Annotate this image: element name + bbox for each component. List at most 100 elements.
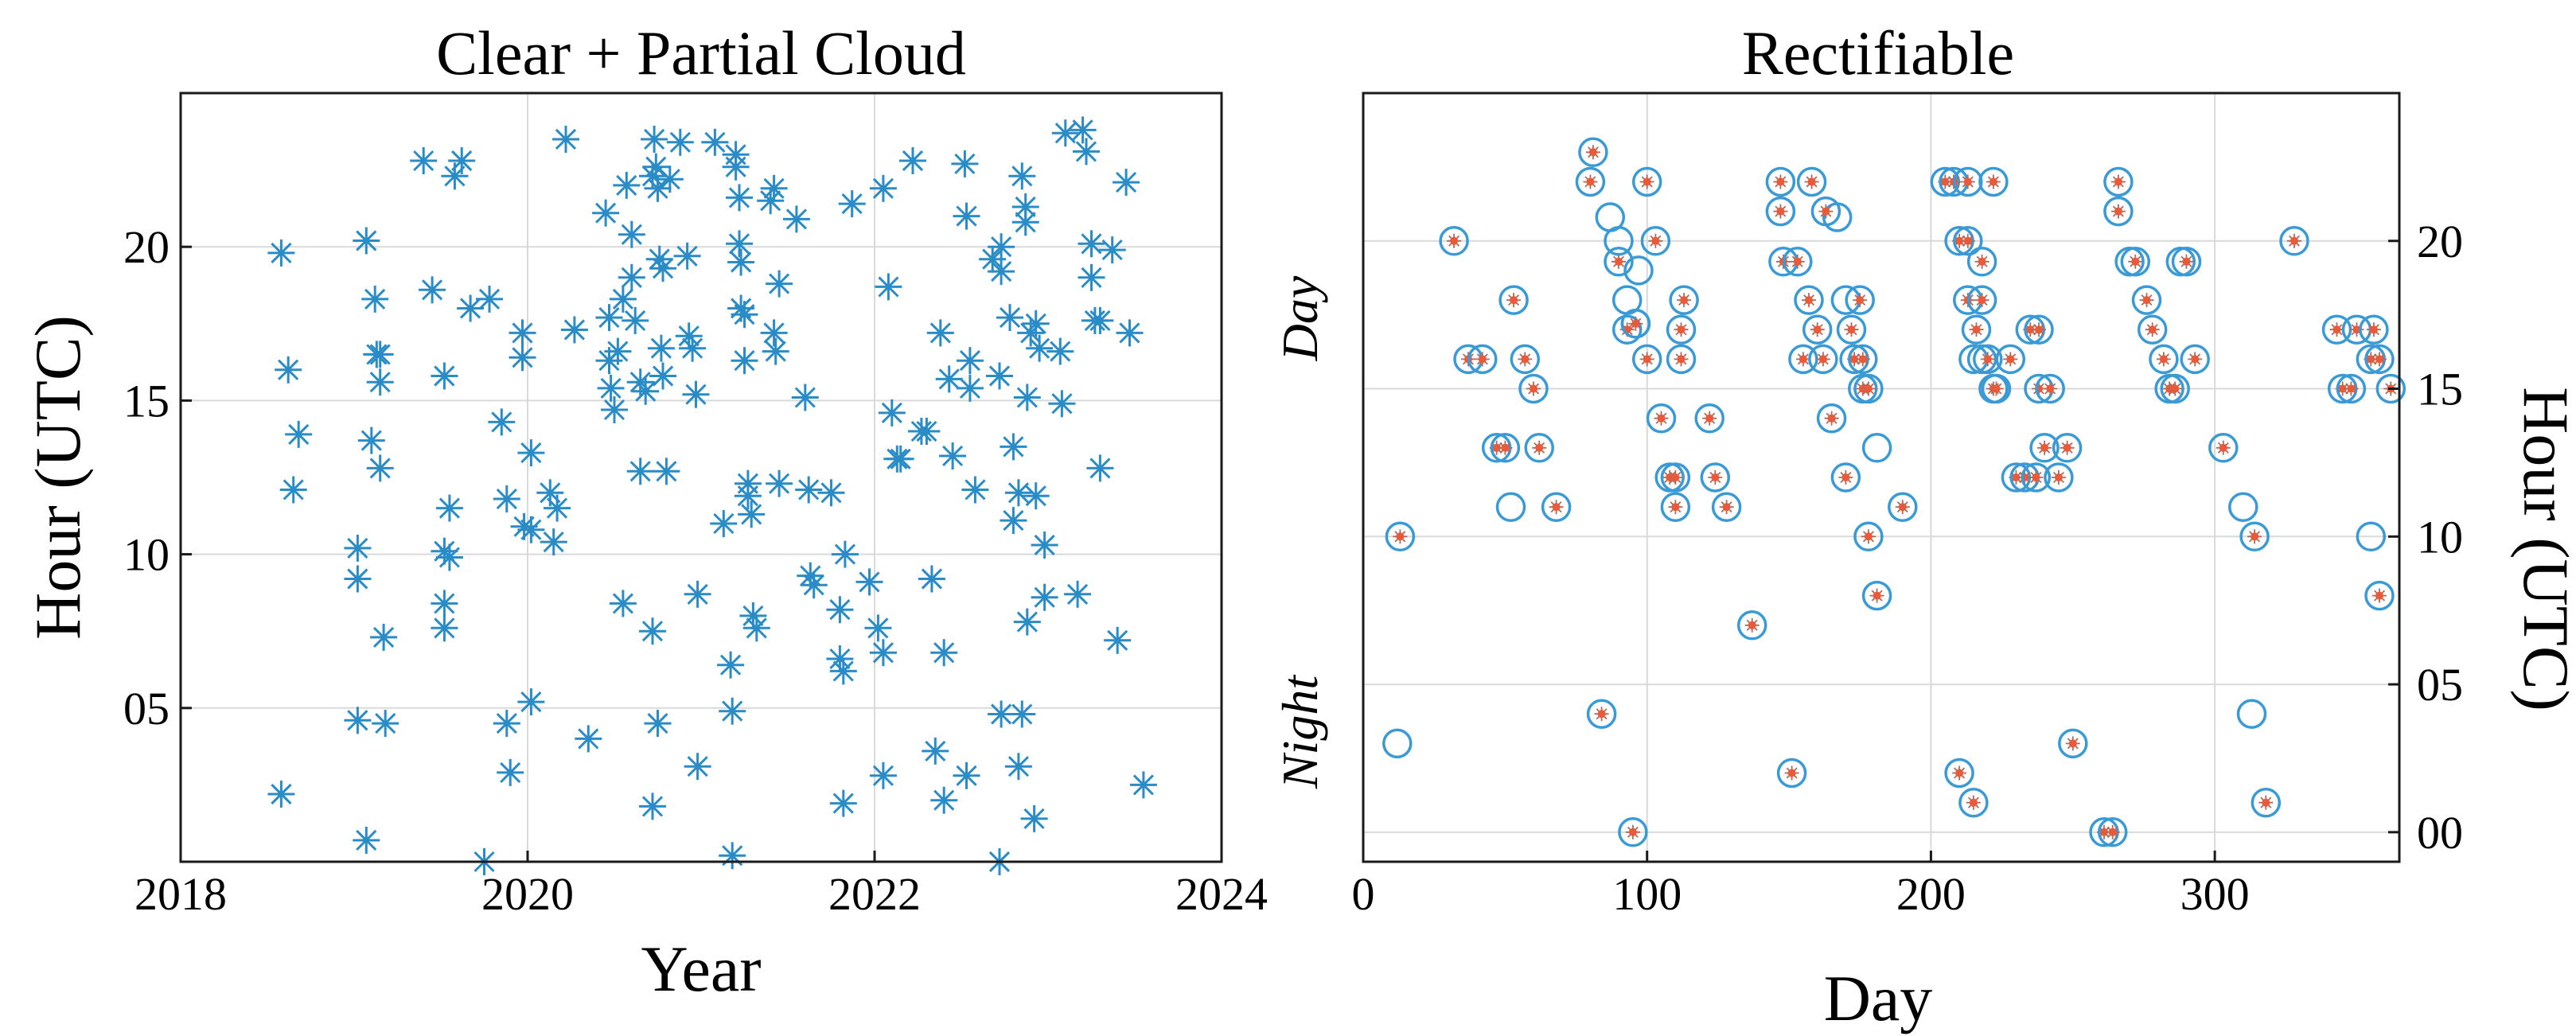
data-point-asterisk (996, 304, 1023, 332)
data-point-asterisk (639, 617, 666, 645)
y-tick-label: 15 (2417, 364, 2463, 415)
data-point-circle (2236, 699, 2267, 729)
data-point-circle-dot (2359, 314, 2389, 345)
data-point-asterisk (675, 322, 703, 350)
data-point-asterisk (435, 494, 463, 522)
data-point-asterisk (1011, 193, 1039, 220)
data-point-asterisk (673, 242, 701, 270)
data-point-asterisk (275, 356, 302, 384)
data-point-asterisk (609, 285, 637, 313)
data-point-circle (1623, 255, 1654, 286)
data-point-asterisk (372, 710, 399, 738)
data-point-asterisk (370, 623, 398, 651)
x-tick-label: 0 (1352, 868, 1375, 920)
data-point-circle-dot (2131, 285, 2162, 315)
data-point-asterisk (344, 707, 372, 734)
data-point-asterisk (722, 153, 750, 181)
data-point-circle-dot (1510, 344, 1541, 375)
data-point-asterisk (626, 458, 654, 485)
data-point-asterisk (684, 753, 711, 781)
data-point-circle-dot (1848, 344, 1878, 375)
x-tick-label: 200 (1896, 868, 1966, 920)
data-point-asterisk (930, 786, 958, 814)
data-point-asterisk (1013, 384, 1041, 411)
data-point-asterisk (353, 827, 380, 854)
data-point-circle-dot (1578, 137, 1608, 168)
data-point-asterisk (918, 565, 945, 593)
data-point-asterisk (878, 399, 906, 426)
data-point-circle-dot (1794, 285, 1824, 315)
data-point-circle-dot (1604, 247, 1634, 277)
data-point-asterisk (961, 476, 989, 504)
data-point-circle-dot (1978, 166, 2009, 197)
data-point-asterisk (887, 445, 914, 473)
data-point-asterisk (656, 166, 684, 193)
data-point-asterisk (344, 565, 372, 593)
data-point-asterisk (864, 614, 892, 642)
data-point-asterisk (679, 334, 707, 362)
left-chart-frame (179, 92, 1223, 863)
data-point-circle-dot (1541, 492, 1572, 522)
data-point-asterisk (517, 516, 545, 543)
data-point-asterisk (760, 174, 788, 202)
data-point-asterisk (795, 476, 823, 504)
data-point-asterisk (956, 347, 984, 375)
data-point-asterisk (1031, 532, 1058, 559)
data-point-asterisk (930, 639, 958, 667)
data-point-asterisk (1086, 454, 1114, 482)
data-point-asterisk (1069, 116, 1097, 144)
data-point-asterisk (609, 590, 637, 617)
data-point-circle-dot (1711, 492, 1742, 522)
left-chart-points (267, 116, 1157, 875)
data-point-asterisk (869, 761, 897, 789)
data-point-asterisk (800, 571, 828, 599)
data-point-circle-dot (1961, 314, 1992, 345)
data-point-asterisk (601, 396, 628, 423)
data-point-asterisk (766, 469, 793, 497)
data-point-circle-dot (2029, 433, 2060, 463)
data-point-asterisk (353, 227, 380, 255)
data-point-circle-dot (2251, 787, 2282, 818)
y-tick-label: 00 (2417, 807, 2463, 859)
data-point-circle-dot (1765, 196, 1796, 227)
data-point-asterisk (817, 479, 845, 507)
data-point-asterisk (1086, 306, 1114, 334)
data-point-circle-dot (1966, 285, 1997, 315)
data-point-asterisk (922, 737, 949, 765)
right-chart-ylabel: Hour (UTC) (2510, 387, 2576, 711)
data-point-asterisk (727, 248, 755, 276)
data-point-circle-dot (2120, 247, 2151, 277)
data-point-asterisk (357, 426, 385, 454)
data-point-circle (2228, 492, 2258, 522)
data-point-asterisk (760, 319, 788, 347)
data-point-asterisk (766, 270, 793, 298)
data-point-asterisk (1078, 230, 1105, 258)
data-point-circle-dot (1995, 344, 2026, 375)
data-point-asterisk (509, 319, 536, 347)
data-point-asterisk (618, 263, 645, 291)
data-point-asterisk (831, 540, 859, 568)
data-point-circle-dot (2171, 247, 2202, 277)
y-tick-label: 20 (2417, 216, 2463, 267)
left-chart-ticks: 2018 2020 2022 2024 05 10 15 20 (123, 221, 1268, 920)
y-tick-label: 05 (123, 683, 170, 734)
data-point-asterisk (734, 482, 762, 510)
data-point-circle-dot (1666, 344, 1697, 375)
data-point-circle-dot (1518, 373, 1549, 404)
data-point-circle-dot (2044, 462, 2074, 493)
data-point-asterisk (361, 285, 389, 313)
data-point-asterisk (682, 380, 710, 408)
data-point-asterisk (517, 439, 545, 467)
data-point-circle-dot (1808, 344, 1838, 375)
data-point-asterisk (988, 233, 1015, 261)
data-point-circle-dot (2021, 462, 2052, 493)
data-point-asterisk (552, 126, 579, 153)
right-chart-grid (1363, 93, 2399, 862)
left-chart-xlabel: Year (641, 933, 761, 1005)
data-point-asterisk (838, 190, 866, 218)
left-chart-title: Clear + Partial Cloud (436, 18, 966, 88)
x-tick-label: 300 (2180, 868, 2250, 920)
x-tick-label: 2024 (1175, 868, 1268, 920)
data-point-circle-dot (2180, 344, 2210, 375)
data-point-circle (1495, 492, 1526, 522)
